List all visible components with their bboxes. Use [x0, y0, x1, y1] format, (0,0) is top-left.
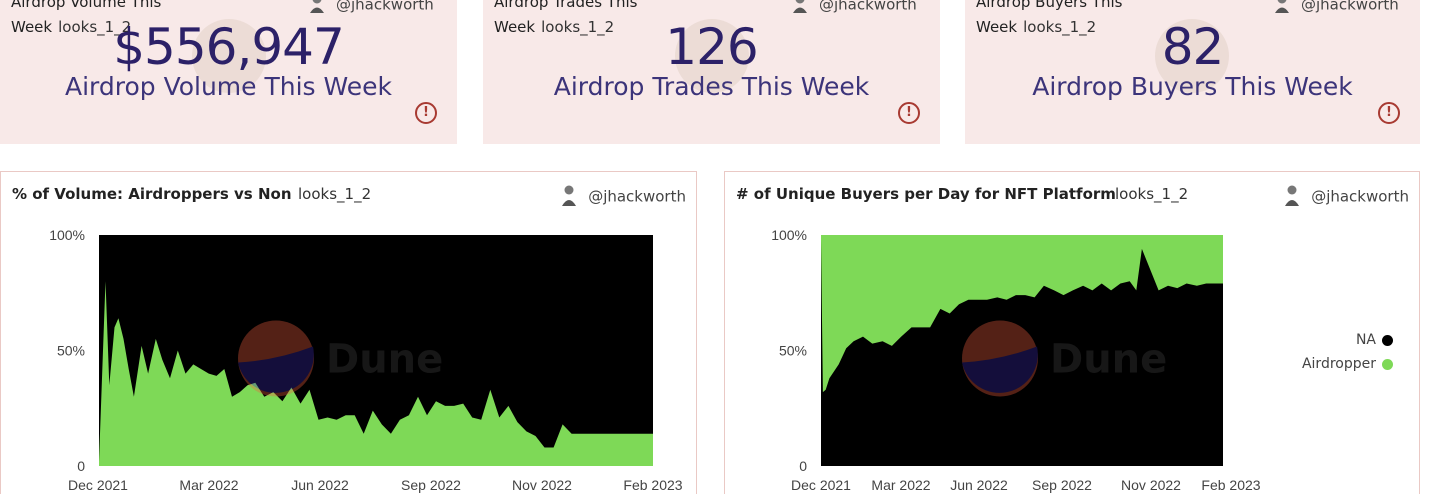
counter-subtitle: Week looks_1_2 — [494, 18, 614, 36]
legend-label: NA — [1355, 332, 1376, 348]
avatar — [560, 184, 578, 210]
chart-panel-volume[interactable]: % of Volume: Airdroppers vs Non looks_1_… — [0, 171, 697, 494]
counter-value: $556,947 — [113, 18, 345, 76]
y-tick-label: 100% — [771, 227, 807, 243]
dune-watermark-logo — [192, 19, 266, 93]
dune-watermark-text: Dune — [1050, 337, 1167, 383]
buyers-area-chart[interactable]: Dune 100% 50% 0 Dec 2021 Mar 2022 Jun 2022 Sep … — [725, 172, 1420, 494]
dune-watermark-logo: Dune — [238, 320, 443, 397]
avatar — [1283, 184, 1301, 210]
x-tick-label: Nov 2022 — [1121, 477, 1181, 493]
x-tick-label: Sep 2022 — [1032, 477, 1092, 493]
author-name: @jhackworth — [336, 0, 434, 14]
y-tick-label: 0 — [77, 458, 85, 474]
info-icon[interactable]: ! — [1378, 102, 1400, 124]
y-tick-label: 100% — [49, 227, 85, 243]
x-tick-label: Nov 2022 — [512, 477, 572, 493]
author-link[interactable]: @jhackworth — [791, 0, 917, 17]
query-name[interactable]: looks_1_2 — [298, 185, 372, 203]
counter-title: Airdrop Volume This — [11, 0, 162, 11]
counter-subtitle: Week looks_1_2 — [976, 18, 1096, 36]
x-tick-label: Feb 2023 — [1201, 477, 1260, 493]
author-link[interactable]: @jhackworth — [308, 0, 434, 17]
y-tick-label: 50% — [779, 343, 807, 359]
query-name[interactable]: looks_1_2 — [58, 18, 132, 36]
x-tick-label: Feb 2023 — [623, 477, 682, 493]
legend-item-airdropper[interactable]: Airdropper — [1302, 354, 1393, 378]
dune-watermark-logo — [675, 19, 749, 93]
counter-value: 126 — [665, 18, 758, 76]
y-tick-label: 0 — [799, 458, 807, 474]
info-icon[interactable]: ! — [898, 102, 920, 124]
volume-area-chart[interactable]: Dune 100% 50% 0 Dec 2021 Mar 2022 Jun 2022 Sep … — [1, 172, 697, 494]
x-tick-label: Sep 2022 — [401, 477, 461, 493]
query-name[interactable]: looks_1_2 — [541, 18, 615, 36]
y-tick-label: 50% — [57, 343, 85, 359]
chart-title[interactable]: # of Unique Buyers per Day for NFT Platf… — [736, 185, 1116, 203]
x-tick-label: Dec 2021 — [791, 477, 851, 493]
counter-title: Airdrop Trades This — [494, 0, 638, 11]
query-name[interactable]: looks_1_2 — [1023, 18, 1097, 36]
x-tick-label: Jun 2022 — [950, 477, 1008, 493]
counter-subtitle: Week looks_1_2 — [11, 18, 131, 36]
info-icon[interactable]: ! — [415, 102, 437, 124]
author-name: @jhackworth — [588, 187, 686, 206]
counter-week-label: Week — [494, 18, 536, 36]
chart-legend: NA Airdropper — [1302, 330, 1393, 378]
counter-card-volume[interactable]: Airdrop Volume This Week looks_1_2 @jhack… — [0, 0, 457, 144]
counter-label: Airdrop Trades This Week — [553, 72, 870, 101]
author-link[interactable]: @jhackworth — [1283, 184, 1409, 210]
author-name: @jhackworth — [1301, 0, 1399, 14]
author-name: @jhackworth — [819, 0, 917, 14]
area-series-na[interactable] — [821, 239, 1223, 466]
avatar — [1273, 0, 1291, 17]
chart-panel-buyers[interactable]: # of Unique Buyers per Day for NFT Platf… — [724, 171, 1420, 494]
legend-swatch — [1382, 358, 1393, 370]
legend-label: Airdropper — [1301, 356, 1376, 372]
dune-watermark-logo: Dune — [962, 320, 1167, 397]
author-link[interactable]: @jhackworth — [560, 184, 686, 210]
counter-week-label: Week — [976, 18, 1018, 36]
counter-label: Airdrop Buyers This Week — [1032, 72, 1353, 101]
counter-card-buyers[interactable]: Airdrop Buyers This Week looks_1_2 @jhack… — [965, 0, 1420, 144]
dune-watermark-text: Dune — [326, 337, 443, 383]
counter-title: Airdrop Buyers This — [976, 0, 1123, 11]
dune-watermark-logo — [1155, 19, 1229, 93]
x-tick-label: Dec 2021 — [68, 477, 128, 493]
legend-item-na[interactable]: NA — [1302, 330, 1393, 354]
counter-card-trades[interactable]: Airdrop Trades This Week looks_1_2 @jhack… — [483, 0, 940, 144]
counter-week-label: Week — [11, 18, 53, 36]
avatar — [791, 0, 809, 17]
counter-value: 82 — [1161, 18, 1225, 76]
author-name: @jhackworth — [1311, 187, 1409, 206]
legend-swatch — [1382, 334, 1393, 346]
x-tick-label: Mar 2022 — [179, 477, 238, 493]
area-series-airdropper[interactable] — [99, 281, 653, 466]
chart-title[interactable]: % of Volume: Airdroppers vs Non — [12, 185, 292, 203]
query-name[interactable]: looks_1_2 — [1115, 185, 1189, 203]
x-tick-label: Mar 2022 — [871, 477, 930, 493]
author-link[interactable]: @jhackworth — [1273, 0, 1399, 17]
avatar — [308, 0, 326, 17]
x-tick-label: Jun 2022 — [291, 477, 349, 493]
counter-label: Airdrop Volume This Week — [64, 72, 393, 101]
